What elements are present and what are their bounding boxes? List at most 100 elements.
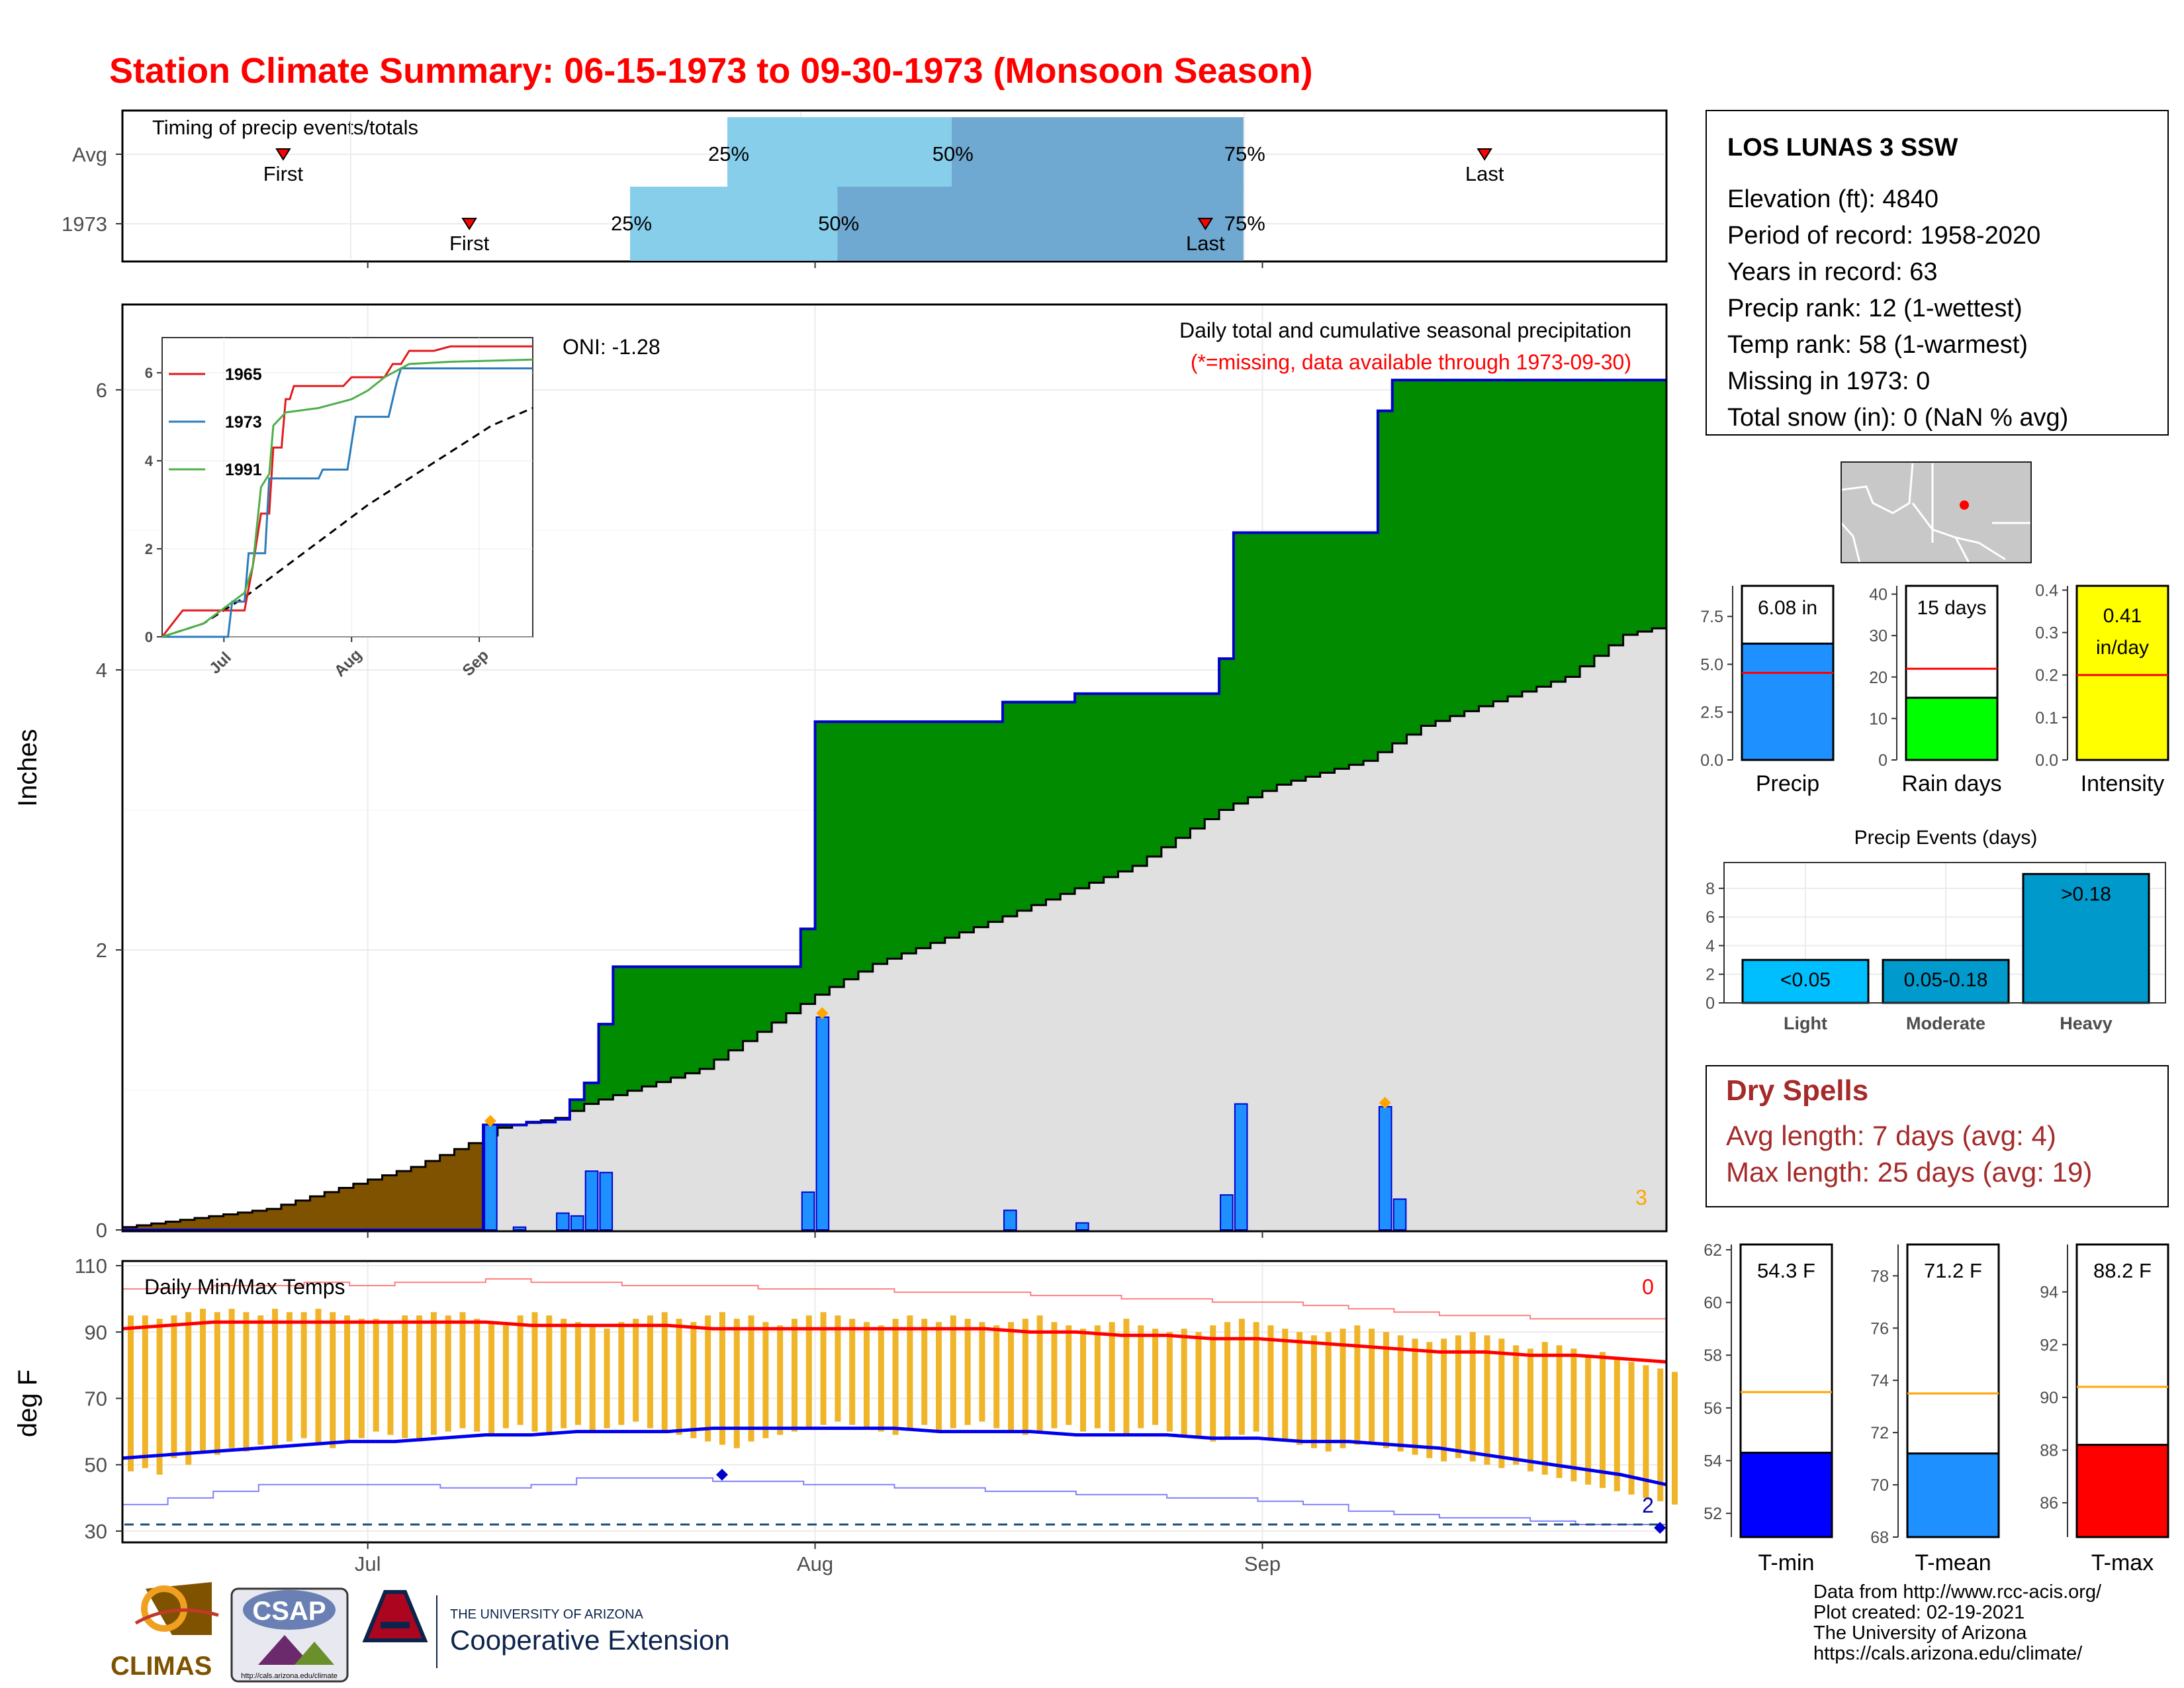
daily-precip-bar xyxy=(801,1191,815,1231)
events-bar-label: 0.05-0.18 xyxy=(1904,969,1988,991)
summary-ytick-label: 56 xyxy=(1704,1399,1722,1418)
temp-chart-title: Daily Min/Max Temps xyxy=(144,1275,345,1299)
daily-temp-bar xyxy=(1109,1322,1115,1432)
daily-precip-bar xyxy=(815,1016,830,1231)
summary-ytick-label: 0.0 xyxy=(1700,751,1723,770)
summary-ytick-label: 10 xyxy=(1869,710,1888,728)
summary-value-label: in/day xyxy=(2096,637,2149,659)
daily-temp-bar xyxy=(416,1315,423,1442)
daily-temp-bar xyxy=(1556,1345,1563,1478)
events-ytick-label: 2 xyxy=(1706,966,1715,984)
daily-temp-bar xyxy=(604,1329,610,1429)
dry-spells-title: Dry Spells xyxy=(1726,1074,1868,1107)
daily-temp-bar xyxy=(459,1312,466,1429)
temp-count-bottom: 2 xyxy=(1642,1493,1654,1517)
events-category-label: Moderate xyxy=(1906,1013,1985,1033)
summary-ytick-label: 30 xyxy=(1869,627,1888,645)
summary-ytick-label: 72 xyxy=(1870,1424,1889,1442)
dry-spells-avg: Avg length: 7 days (avg: 4) xyxy=(1726,1120,2056,1151)
summary-value-label: 54.3 F xyxy=(1757,1259,1815,1282)
summary-value-label: 71.2 F xyxy=(1924,1259,1982,1282)
ua-bottom-text: Cooperative Extension xyxy=(450,1624,730,1656)
daily-temp-bar xyxy=(517,1315,523,1425)
daily-temp-bar xyxy=(502,1325,509,1429)
events-bar-label: <0.05 xyxy=(1780,969,1831,991)
summary-ytick-label: 0.3 xyxy=(2035,624,2058,643)
daily-temp-bar xyxy=(300,1312,307,1438)
timeline-label: Timing of precip events/totals xyxy=(152,116,418,139)
timeline-row-label: 1973 xyxy=(62,212,107,236)
daily-temp-bar xyxy=(1138,1325,1144,1429)
summary-ytick-label: 0.4 xyxy=(2035,581,2058,600)
daily-temp-bar xyxy=(1498,1338,1505,1468)
climas-logo: CLIMAS xyxy=(111,1582,219,1681)
summary-ytick-label: 90 xyxy=(2040,1389,2058,1407)
quartile-50-75-bar xyxy=(837,187,1244,261)
daily-temp-bar xyxy=(1238,1319,1245,1435)
daily-temp-bar xyxy=(1297,1332,1303,1445)
summary-bar-label: T-mean xyxy=(1915,1550,1991,1575)
summary-bar-label: T-max xyxy=(2091,1550,2154,1575)
summary-bar-label: T-min xyxy=(1758,1550,1815,1575)
summary-ytick-label: 68 xyxy=(1870,1528,1889,1547)
max-precip-marker xyxy=(816,1007,829,1019)
summary-bar-label: Intensity xyxy=(2081,771,2165,796)
record-max-line xyxy=(122,1278,1666,1320)
daily-precip-bar xyxy=(1075,1222,1089,1231)
daily-temp-bar xyxy=(488,1322,495,1435)
daily-temp-bar xyxy=(1282,1329,1289,1442)
daily-temp-bar xyxy=(936,1322,942,1432)
daily-temp-bar xyxy=(1123,1319,1130,1435)
daily-temp-bar xyxy=(1599,1352,1606,1488)
precip-chart-subtitle: (*=missing, data available through 1973-… xyxy=(1191,350,1631,374)
daily-temp-bar xyxy=(1094,1325,1101,1429)
logos: CLIMAS CSAP http://cals.arizona.edu/clim… xyxy=(111,1582,730,1683)
summary-ytick-label: 40 xyxy=(1869,586,1888,604)
temp-ytick-label: 110 xyxy=(75,1254,107,1278)
daily-temp-bar xyxy=(142,1315,148,1468)
station-location-marker xyxy=(1960,500,1969,510)
summary-bar xyxy=(1905,696,1999,761)
summary-ytick-label: 54 xyxy=(1704,1452,1722,1471)
daily-temp-bar xyxy=(835,1315,841,1422)
daily-temp-bar xyxy=(1253,1322,1259,1432)
daily-temp-bar xyxy=(1022,1319,1028,1435)
daily-precip-bar xyxy=(570,1215,584,1231)
daily-temp-bar xyxy=(1397,1335,1404,1452)
csap-url: http://cals.arizona.edu/climate xyxy=(241,1672,338,1680)
daily-temp-bar xyxy=(1426,1342,1433,1458)
event-marker xyxy=(1197,218,1214,230)
event-label: Last xyxy=(1465,162,1504,185)
quartile-25-50-bar xyxy=(630,187,838,261)
daily-temp-bar xyxy=(705,1315,711,1442)
summary-ytick-label: 5.0 xyxy=(1700,655,1723,674)
summary-ytick-label: 86 xyxy=(2040,1494,2058,1513)
temp-ytick-label: 30 xyxy=(85,1520,107,1543)
precip-events-chart: Precip Events (days) 0 2 4 6 8 <0.05 Light 0.05… xyxy=(1706,827,2166,1033)
daily-temp-bar xyxy=(1181,1329,1187,1435)
daily-temp-bar xyxy=(286,1312,293,1442)
daily-temp-bar xyxy=(921,1319,928,1425)
precip-ytick-label: 0 xyxy=(96,1219,107,1242)
daily-temp-bar xyxy=(690,1322,697,1438)
daily-temp-bar xyxy=(243,1312,250,1452)
station-info-line: Period of record: 1958-2020 xyxy=(1727,222,2040,250)
daily-temp-bar xyxy=(1657,1368,1664,1501)
temperature-summary-bars: 54.3 F 52 54 56 58 60 62 T-min 71.2 F 68 70 72 74 76 7… xyxy=(1704,1241,2169,1575)
inset-ytick-label: 4 xyxy=(145,453,154,469)
climas-text: CLIMAS xyxy=(111,1652,212,1681)
daily-temp-bar xyxy=(964,1319,971,1425)
station-info-line: Elevation (ft): 4840 xyxy=(1727,185,1938,213)
daily-temp-bar xyxy=(849,1319,856,1425)
inset-legend-label: 1973 xyxy=(225,413,262,432)
daily-temp-bar xyxy=(950,1315,956,1429)
daily-temp-bar xyxy=(156,1319,163,1475)
event-label: Last xyxy=(1186,232,1225,255)
events-ytick-label: 0 xyxy=(1706,994,1715,1013)
summary-ytick-label: 60 xyxy=(1704,1294,1722,1313)
event-label: First xyxy=(263,162,304,185)
temp-count-top: 0 xyxy=(1642,1275,1654,1299)
event-marker xyxy=(461,218,477,230)
summary-ytick-label: 78 xyxy=(1870,1267,1889,1286)
events-title: Precip Events (days) xyxy=(1854,827,2038,849)
